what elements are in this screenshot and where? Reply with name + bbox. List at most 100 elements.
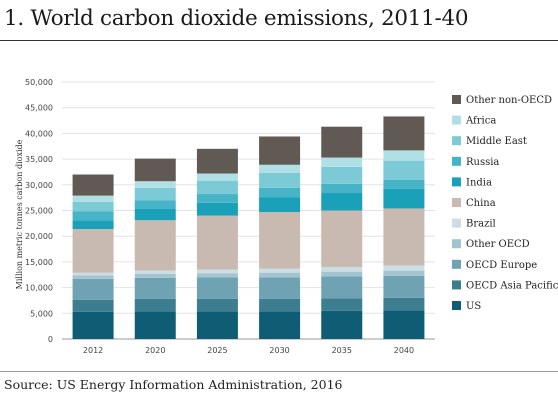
- legend-swatch: [452, 218, 461, 228]
- bar-segment: [321, 267, 363, 272]
- title-rule: [0, 40, 558, 41]
- bar-segment: [321, 210, 363, 268]
- bar-segment: [134, 200, 176, 209]
- legend-swatch: [452, 115, 461, 125]
- x-tick-label: 2030: [269, 346, 289, 355]
- bar-segment: [383, 208, 425, 266]
- bar-segment: [321, 298, 363, 311]
- bar-segment: [383, 116, 425, 151]
- y-tick-label: 5,000: [30, 309, 53, 318]
- y-tick-label: 10,000: [25, 284, 53, 293]
- bar-segment: [72, 299, 114, 312]
- bar-segment: [383, 179, 425, 189]
- y-tick-label: 20,000: [25, 232, 53, 241]
- legend-swatch: [452, 301, 461, 310]
- bar-segment: [134, 270, 176, 274]
- legend-swatch: [452, 239, 461, 249]
- bar-segment: [72, 272, 114, 276]
- bar-segment: [383, 297, 425, 311]
- bar-segment: [321, 271, 363, 277]
- bar-segment: [383, 275, 425, 298]
- legend-label: India: [466, 177, 492, 188]
- bar-segment: [196, 277, 238, 299]
- bar-segment: [72, 201, 114, 212]
- legend-label: OECD Asia Pacific: [466, 280, 558, 291]
- bar-segment: [72, 195, 114, 202]
- bar-segment: [196, 269, 238, 274]
- stacked-bar-chart: 0 5,000 10,000 15,000 20,000 25,000 30,000 35,0…: [15, 78, 558, 355]
- bar-segment: [259, 212, 301, 269]
- bar-segment: [259, 197, 301, 213]
- y-tick-label: 35,000: [25, 155, 53, 164]
- bar-segment: [134, 298, 176, 312]
- bar-segment: [383, 150, 425, 161]
- legend-label: Brazil: [466, 219, 496, 230]
- bar-segment: [134, 311, 176, 339]
- y-axis-label: Million metric tonnes carbon dioxide: [15, 139, 24, 289]
- bar-segment: [134, 277, 176, 299]
- bar-segment: [72, 311, 114, 339]
- legend-label: China: [466, 198, 496, 209]
- legend-swatch: [452, 280, 461, 290]
- bar-segment: [259, 172, 301, 188]
- bar-segment: [259, 136, 301, 165]
- bar-segment: [72, 211, 114, 221]
- bar-segment: [196, 148, 238, 174]
- bar-segment: [259, 268, 301, 273]
- legend-swatch: [452, 156, 461, 166]
- bar-segment: [196, 311, 238, 339]
- bar-segment: [259, 187, 301, 198]
- legend-label: OECD Europe: [466, 260, 537, 271]
- bar-segment: [72, 174, 114, 196]
- x-tick-label: 2020: [145, 346, 165, 355]
- bar-segment: [259, 272, 301, 278]
- y-tick-label: 15,000: [25, 258, 53, 267]
- x-tick-label: 2040: [394, 346, 414, 355]
- y-tick-label: 30,000: [25, 181, 53, 190]
- x-tick-label: 2025: [207, 346, 227, 355]
- bar-segment: [72, 278, 114, 300]
- bar-segment: [72, 275, 114, 279]
- legend-label: Other non-OECD: [466, 95, 552, 106]
- bar-segment: [196, 215, 238, 270]
- bar-segment: [321, 166, 363, 184]
- bar-segment: [196, 202, 238, 216]
- bar-segment: [383, 310, 425, 339]
- legend-label: US: [466, 301, 481, 312]
- legend-label: Russia: [466, 157, 499, 168]
- bar-segment: [134, 158, 176, 182]
- y-tick-label: 40,000: [25, 129, 53, 138]
- bar-segment: [259, 311, 301, 339]
- bar-segment: [134, 181, 176, 188]
- bar-segment: [134, 220, 176, 271]
- bar-segment: [72, 220, 114, 230]
- bar-segment: [72, 229, 114, 273]
- bar-segment: [383, 188, 425, 209]
- bar-segment: [321, 183, 363, 194]
- bar-segment: [196, 273, 238, 278]
- bar-segment: [321, 276, 363, 299]
- legend-label: Africa: [465, 116, 496, 127]
- bar-segment: [259, 164, 301, 173]
- bar-segment: [134, 208, 176, 221]
- bar-segment: [321, 310, 363, 339]
- y-tick-label: 45,000: [25, 104, 53, 113]
- bar-segment: [321, 157, 363, 167]
- bar-segment: [259, 277, 301, 299]
- bar-segment: [383, 265, 425, 271]
- bar-segment: [134, 187, 176, 201]
- legend-swatch: [452, 177, 461, 187]
- bar-segment: [259, 298, 301, 312]
- bar-segment: [196, 194, 238, 203]
- bar-segment: [383, 270, 425, 276]
- bar-segment: [196, 173, 238, 181]
- source-note: Source: US Energy Information Administra…: [4, 377, 343, 392]
- x-tick-label: 2035: [332, 346, 352, 355]
- legend-swatch: [452, 136, 461, 146]
- legend-label: Other OECD: [466, 239, 530, 250]
- bar-segment: [134, 273, 176, 278]
- bar-segment: [196, 180, 238, 195]
- y-tick-label: 25,000: [25, 207, 53, 216]
- x-tick-label: 2012: [83, 346, 103, 355]
- bar-segment: [321, 193, 363, 211]
